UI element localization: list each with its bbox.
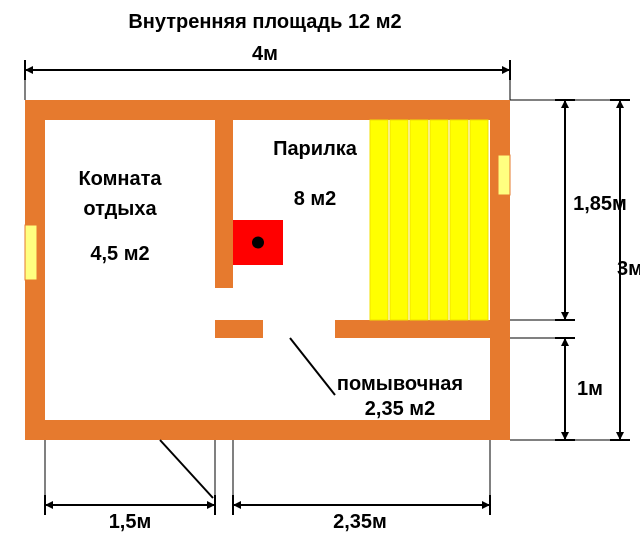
bench-slat [430, 120, 448, 320]
dim-label-bot-2_35m: 2,35м [333, 511, 387, 533]
wall-top [25, 100, 510, 120]
inner-wall-vert-upper [215, 120, 233, 288]
inner-wall-stub-left [233, 320, 263, 338]
room-steam-area: 8 м2 [294, 188, 337, 210]
room-rest-name: Комната [78, 168, 162, 190]
dim-label-top-4m: 4м [252, 43, 278, 65]
left-window [25, 225, 37, 280]
bench-slat [370, 120, 388, 320]
dim-label-r-1m: 1м [577, 378, 603, 400]
stove-flue [252, 237, 264, 249]
room-wash-area: 2,35 м2 [365, 398, 435, 420]
inner-wall-stub-right [335, 320, 490, 338]
inner-wall-vert-lower [215, 320, 233, 338]
dim-label-bot-1_5m: 1,5м [109, 511, 152, 533]
bench-slat [470, 120, 488, 320]
floor-plan: Внутренняя площадь 12 м2 Комната отдыха 4,5… [0, 0, 640, 553]
bench-slat [410, 120, 428, 320]
room-rest-name2: отдыха [83, 198, 157, 220]
wall-bottom [25, 420, 510, 440]
room-steam-name: Парилка [273, 138, 358, 160]
bench-slat [450, 120, 468, 320]
room-rest-area: 4,5 м2 [90, 243, 149, 265]
dim-label-r-1_85m: 1,85м [573, 193, 627, 215]
title: Внутренняя площадь 12 м2 [128, 11, 401, 33]
inner-wall-door-stub [215, 420, 233, 440]
wall-right [490, 100, 510, 440]
right-window [498, 155, 510, 195]
room-wash-name: помывочная [337, 373, 463, 395]
dim-label-r-3m: 3м [617, 258, 640, 280]
bench-slat [390, 120, 408, 320]
